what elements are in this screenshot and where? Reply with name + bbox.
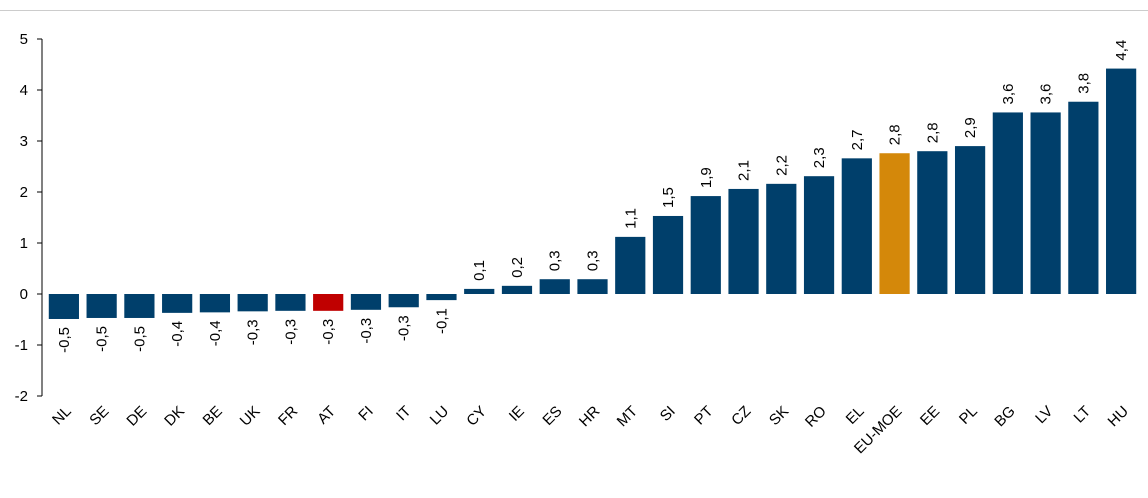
bar bbox=[162, 294, 193, 313]
y-tick-label: 1 bbox=[20, 235, 28, 252]
x-tick-label: DK bbox=[161, 403, 188, 430]
value-label: 3,6 bbox=[1000, 84, 1017, 105]
x-tick-label: ES bbox=[539, 403, 565, 429]
bar bbox=[1068, 101, 1099, 294]
value-label: 3,8 bbox=[1075, 73, 1092, 94]
y-tick-label: 3 bbox=[20, 133, 28, 150]
bar bbox=[917, 151, 948, 294]
value-label: -0,5 bbox=[131, 326, 148, 352]
bar bbox=[728, 188, 759, 294]
bar bbox=[954, 146, 986, 294]
value-label: -0,4 bbox=[207, 320, 224, 346]
value-label: 3,6 bbox=[1038, 84, 1055, 105]
bar bbox=[615, 236, 646, 294]
bar bbox=[388, 294, 419, 308]
x-tick-label: CZ bbox=[728, 403, 754, 429]
bar bbox=[275, 294, 306, 311]
x-tick-label: IE bbox=[506, 403, 528, 425]
value-label: -0,4 bbox=[169, 321, 186, 347]
value-label: 2,8 bbox=[924, 122, 941, 143]
bar bbox=[1030, 112, 1061, 294]
value-label: 0,3 bbox=[585, 250, 602, 271]
y-tick-label: -2 bbox=[15, 388, 28, 405]
bar bbox=[652, 215, 684, 294]
bar bbox=[879, 153, 910, 294]
bar bbox=[86, 294, 117, 318]
bar bbox=[124, 294, 155, 318]
value-label: 2,1 bbox=[736, 160, 753, 181]
bar bbox=[199, 294, 231, 313]
x-tick-label: FI bbox=[355, 403, 376, 424]
x-tick-label: LU bbox=[427, 403, 453, 429]
y-tick-label: -1 bbox=[15, 337, 28, 354]
x-tick-label: LV bbox=[1032, 403, 1056, 427]
value-label: 1,1 bbox=[622, 208, 639, 229]
bar bbox=[237, 294, 268, 312]
value-label: 0,1 bbox=[471, 260, 488, 281]
x-tick-label: IT bbox=[393, 403, 414, 424]
bar bbox=[803, 176, 835, 294]
value-label: -0,3 bbox=[358, 318, 375, 344]
x-tick-label: BG bbox=[991, 403, 1018, 430]
value-label: 4,4 bbox=[1113, 40, 1130, 61]
value-label: -0,3 bbox=[396, 315, 413, 341]
bar bbox=[992, 112, 1023, 294]
x-tick-label: NL bbox=[49, 403, 75, 429]
bar bbox=[539, 279, 570, 294]
value-label: -0,5 bbox=[94, 326, 111, 352]
x-tick-label: DE bbox=[123, 403, 150, 430]
x-tick-label: FR bbox=[275, 403, 301, 429]
value-label: -0,5 bbox=[56, 327, 73, 353]
x-tick-label: HU bbox=[1105, 403, 1132, 430]
bar bbox=[1106, 68, 1137, 294]
x-tick-label: AT bbox=[314, 403, 339, 428]
bar bbox=[690, 196, 721, 294]
bar bbox=[313, 294, 344, 311]
x-tick-label: SE bbox=[86, 403, 112, 429]
bar bbox=[766, 183, 797, 294]
value-label: 0,3 bbox=[547, 250, 564, 271]
y-tick-label: 5 bbox=[20, 31, 28, 48]
value-label: 2,8 bbox=[887, 124, 904, 145]
bar bbox=[426, 294, 457, 301]
value-label: 1,9 bbox=[698, 167, 715, 188]
value-label: 2,7 bbox=[849, 129, 866, 150]
x-tick-label: PT bbox=[691, 403, 717, 429]
value-label: 1,5 bbox=[660, 187, 677, 208]
bar bbox=[350, 294, 382, 310]
value-label: 2,2 bbox=[773, 155, 790, 176]
x-tick-label: PL bbox=[956, 403, 981, 428]
bar bbox=[48, 294, 79, 319]
x-tick-label: EE bbox=[917, 403, 943, 429]
value-label: -0,3 bbox=[320, 319, 337, 345]
x-tick-label: CY bbox=[463, 403, 490, 430]
x-tick-label: SI bbox=[657, 403, 679, 425]
value-label: 2,9 bbox=[962, 117, 979, 138]
x-tick-label: RO bbox=[802, 403, 830, 431]
bar bbox=[464, 288, 495, 294]
y-tick-label: 4 bbox=[20, 82, 28, 99]
bar bbox=[841, 158, 872, 294]
x-tick-label: UK bbox=[237, 403, 264, 430]
y-tick-label: 2 bbox=[20, 184, 28, 201]
x-tick-label: LT bbox=[1071, 403, 1095, 427]
x-tick-label: MT bbox=[614, 403, 641, 430]
value-label: -0,3 bbox=[245, 319, 262, 345]
value-label: -0,3 bbox=[282, 319, 299, 345]
bar bbox=[501, 285, 533, 294]
x-tick-label: SK bbox=[766, 403, 792, 429]
y-tick-label: 0 bbox=[20, 286, 28, 303]
x-tick-label: HR bbox=[576, 403, 603, 430]
x-tick-label: BE bbox=[200, 403, 226, 429]
bar bbox=[577, 279, 608, 294]
value-label: 2,3 bbox=[811, 147, 828, 168]
x-tick-label: EL bbox=[843, 403, 868, 428]
value-label: -0,1 bbox=[433, 308, 450, 334]
value-label: 0,2 bbox=[509, 257, 526, 278]
